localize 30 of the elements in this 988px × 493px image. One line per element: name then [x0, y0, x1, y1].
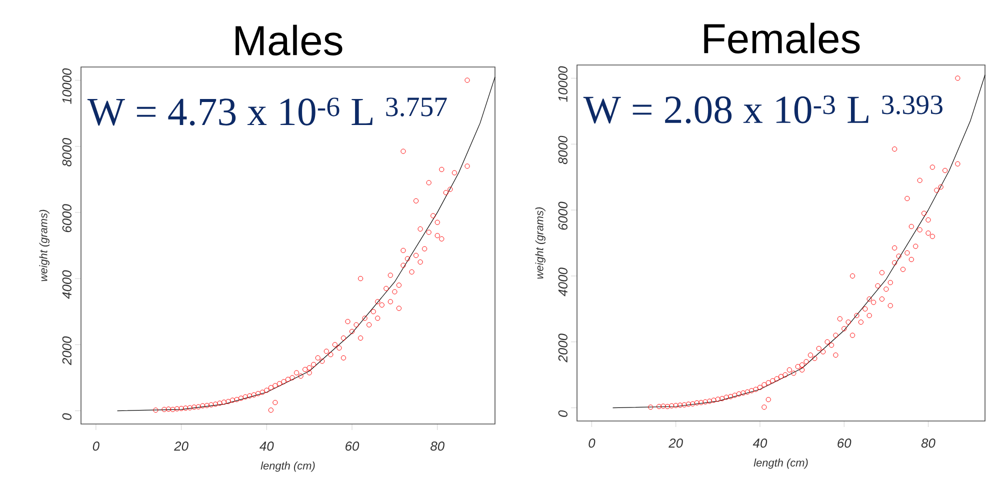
x-tick-label: 80 — [921, 438, 936, 448]
x-axis-title: length (cm) — [754, 458, 808, 469]
x-tick-label: 40 — [260, 442, 274, 451]
x-tick-label: 40 — [752, 438, 768, 448]
y-tick-label: 10000 — [62, 68, 72, 104]
y-axis-title: weight (grams) — [535, 207, 546, 279]
annotation: W = 4.73 x 10$^{-6}$ L $^{3.757}$ — [87, 98, 447, 126]
y-tick-label: 6000 — [558, 202, 568, 230]
y-tick-label: 8000 — [62, 138, 72, 166]
chart-title: Males — [236, 24, 342, 56]
x-tick-label: 60 — [838, 438, 852, 448]
y-tick-label: 2000 — [62, 336, 72, 366]
x-tick-label: 0 — [92, 442, 100, 451]
x-tick-label: 60 — [346, 442, 360, 451]
y-tick-label: 10000 — [558, 66, 568, 102]
y-axis-title: weight (grams) — [39, 210, 50, 282]
x-tick-label: 0 — [588, 438, 596, 448]
x-tick-label: 80 — [430, 442, 444, 451]
y-tick-label: 6000 — [62, 204, 72, 232]
y-tick-label: 0 — [558, 410, 568, 417]
x-axis-title: length (cm) — [260, 462, 315, 472]
annotation: W = 2.08 x 10$^{-3}$ L $^{3.393}$ — [583, 95, 942, 124]
x-tick-label: 20 — [174, 442, 188, 451]
y-tick-label: 8000 — [558, 136, 568, 164]
y-tick-label: 4000 — [558, 268, 568, 296]
x-tick-label: 20 — [668, 438, 683, 448]
chart-title: Females — [704, 22, 860, 54]
y-tick-label: 0 — [62, 413, 72, 420]
y-tick-label: 2000 — [558, 334, 568, 362]
y-tick-label: 4000 — [62, 270, 72, 299]
